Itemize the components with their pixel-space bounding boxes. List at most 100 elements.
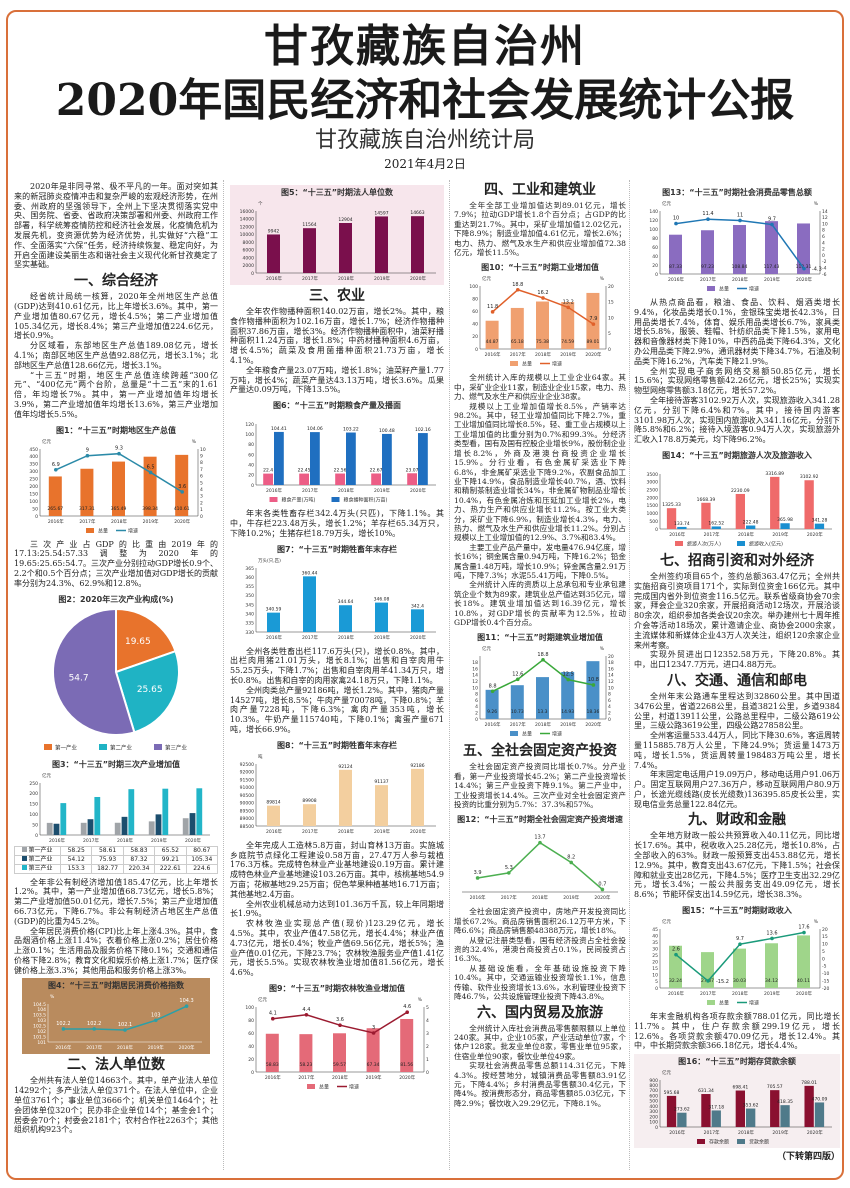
x-tick-label: 2019年 [374, 634, 390, 641]
section-heading-4: 四、工业和建筑业 [484, 182, 596, 198]
legend-swatch [675, 540, 683, 546]
y-tick-label: 120 [649, 218, 658, 224]
legend-swatch [86, 527, 94, 533]
bar-value-label: 117.43 [764, 264, 780, 270]
line-value-label: 10.8 [588, 677, 599, 683]
legend-label: 贷款余额 [749, 1139, 769, 1146]
data-table: 第一产业 58.25 58.61 58.83 65.52 80.67 第二产业 54.12 75… [14, 845, 219, 874]
intro-text: 2020年是非同寻常、极不平凡的一年。面对突如其来的新冠肺炎疫情冲击和复杂严峻的… [14, 182, 218, 270]
legend-swatch [269, 497, 278, 503]
x-tick-label: 2016年 [266, 275, 282, 282]
x-tick-label: 2017年 [704, 531, 720, 538]
bar-value-label: 418.35 [777, 1099, 793, 1105]
chart-canvas: 330 335 340 345 350 355 360 365 万头(只,匹) 2016年 2017… [245, 557, 436, 641]
bar-value-label: 595.68 [664, 1090, 680, 1096]
bar [128, 788, 135, 835]
bar-value-label: 74.59 [561, 339, 574, 345]
bar [666, 1096, 677, 1128]
x-tick-label: 2018年 [111, 518, 127, 525]
chart-title: 图10：“十三五”时期工业增加值 [481, 263, 599, 273]
bar-value-label: 9942 [268, 228, 280, 234]
bar-value-label: 317.31 [79, 506, 95, 512]
chart-title: 图16：“十三五”时期存贷款余额 [678, 1057, 796, 1067]
bar-value-label: 398.34 [142, 506, 158, 512]
bar [267, 234, 280, 273]
bar [677, 1112, 687, 1128]
y2-tick-label: 20 [608, 284, 614, 290]
section-5-text-2: 全社会固定资产投资中，房地产开发投资同比增长67.2%。商品房销售面积26.12… [454, 907, 626, 1001]
line-value-label: 102.2 [87, 1021, 101, 1027]
y-tick-label: 2500 [647, 487, 659, 493]
x-tick-label: 2019年 [143, 518, 159, 525]
x-tick-label: 2016年 [669, 1129, 685, 1136]
bar-value-label: 1668.39 [697, 497, 716, 503]
paragraph: 农林牧渔业实现总产值(现价)123.29亿元，增长4.5%。其中，农业产值47.… [230, 919, 444, 978]
bar-value-label: 44.87 [486, 339, 499, 345]
section-heading-7: 七、招商引资和对外经济 [660, 552, 814, 569]
paragraph: “十三五”时期，地区生产总值连续跨越“300亿元”、“400亿元”两个台阶，总量… [14, 370, 218, 419]
title-line-1: 甘孜藏族自治州 [264, 21, 586, 72]
chart-title: 图5：“十三五”时期法人单位数 [280, 188, 394, 197]
y-tick-label: 104 [37, 1008, 46, 1014]
legend-swatch [99, 743, 107, 750]
line-point [490, 689, 495, 694]
line-value-label: 4.4 [302, 1007, 310, 1013]
y-tick-label: 30 [652, 947, 658, 953]
bar-value-label: 9.26 [487, 709, 497, 715]
bar-value-label: 34.12 [765, 978, 778, 984]
chart-revenue: 图15：“十三五”时期财政收入 0 5 10 15 20 25 30 35 40 45 亿元 -20 -1… [634, 903, 840, 1009]
bar [746, 1108, 756, 1128]
y2-tick-label: 14 [608, 673, 614, 679]
legend-label: 旅游收入(亿元) [749, 540, 783, 547]
y-tick-label: 20 [248, 473, 254, 479]
y-tick-label: 0 [475, 347, 478, 353]
x-tick-label: 2016年 [266, 487, 282, 494]
bar [586, 293, 600, 350]
bar [561, 302, 575, 350]
paragraph: 全州共有法人单位14663个。其中，单产业法人单位14292个；多产业法人单位3… [14, 1076, 218, 1135]
bar [411, 768, 424, 826]
table-cell: 58.25 [59, 845, 93, 856]
line-point [566, 678, 570, 682]
bar [189, 812, 196, 835]
y-tick-label: 2 [475, 711, 478, 717]
x-tick-label: 2016年 [48, 518, 64, 525]
section-1-text-3: 全年非公有制经济增加值185.47亿元，比上年增长1.2%。其中，第一产业增加值… [14, 878, 218, 976]
line-point [770, 936, 774, 941]
y-axis-label: 亿元 [42, 772, 51, 779]
paragraph: 三次产业占GDP的比重由2019年的17.13:25.54:57.33调整为20… [14, 539, 218, 588]
paragraph: 从登记注册类型看，国有经济投资占全社会投资的32.4%，港澳台商投资占0.1%，… [454, 935, 626, 964]
bar [411, 608, 424, 632]
bar-value-label: 341.28 [812, 518, 828, 524]
bar [485, 321, 499, 350]
y2-tick-label: 8 [822, 228, 825, 234]
paragraph: 全州统计入库的资质以上总承包和专业承包建筑企业个数为89家，建筑业总产值达到35… [454, 580, 626, 627]
y-tick-label: 150 [29, 491, 38, 497]
y-tick-label: 80 [248, 442, 254, 448]
y-tick-label: 3000 [647, 480, 659, 486]
bar [804, 480, 814, 529]
y-tick-label: 120 [245, 422, 254, 428]
bar [310, 432, 320, 486]
y2-tick-label: 20 [822, 927, 828, 933]
y-axis-label: 亿元 [662, 1069, 671, 1076]
legend-swatch [737, 1139, 745, 1145]
bar-value-label: 365.49 [111, 506, 127, 512]
line-point [338, 1023, 342, 1027]
y-tick-label: 300 [29, 469, 38, 475]
bar [366, 1028, 380, 1072]
chart-title: 图3：“十三五”时期三次产业增加值 [51, 759, 181, 769]
bar [375, 216, 388, 273]
y-tick-label: 1500 [647, 503, 659, 509]
bar [155, 813, 162, 835]
bar [87, 818, 94, 835]
chart-title: 图9：“十三五”时期农林牧渔业增加值 [268, 983, 406, 993]
bar [765, 221, 778, 274]
y2-tick-label: 5 [608, 331, 611, 337]
y-tick-label: 200 [29, 484, 38, 490]
line-value-label: 102.2 [56, 1021, 70, 1027]
bar [112, 461, 125, 516]
x-tick-label: 2018年 [535, 721, 551, 728]
chart-livestock: 图7：“十三五”时期牲畜年末存栏 330 335 340 345 350 355 360 365… [230, 542, 444, 644]
y-tick-label: 60 [248, 1031, 254, 1037]
